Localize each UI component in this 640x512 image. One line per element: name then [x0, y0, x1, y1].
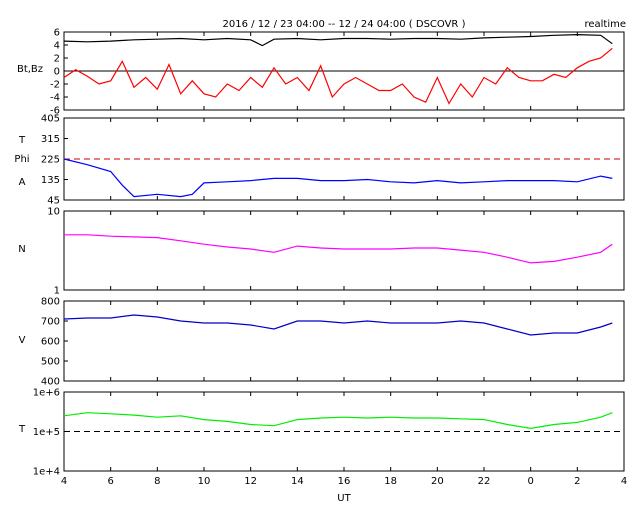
y-axis-label: T — [18, 135, 26, 146]
x-tick-label: 6 — [107, 476, 113, 487]
x-tick-label: 18 — [384, 476, 397, 487]
y-tick-label: 135 — [41, 175, 60, 186]
y-axis-label: A — [19, 177, 26, 188]
y-tick-label: 700 — [41, 317, 60, 328]
panel-frame — [63, 210, 625, 291]
y-tick-label: 1 — [54, 286, 60, 297]
y-tick-label: 6 — [54, 28, 60, 39]
y-tick-label: -4 — [50, 93, 60, 104]
x-tick-label: 2 — [574, 476, 580, 487]
panel-frame — [63, 300, 625, 382]
series-bz — [63, 47, 613, 105]
chart-title: 2016 / 12 / 23 04:00 -- 12 / 24 04:00 ( … — [223, 19, 466, 30]
panel-density: 10 1 N — [18, 207, 625, 297]
x-axis-label: UT — [337, 493, 351, 504]
x-tick-label: 4 — [61, 476, 67, 487]
y-tick-label: 10 — [47, 207, 60, 218]
y-tick-label: -2 — [50, 80, 60, 91]
x-tick-label: 10 — [198, 476, 211, 487]
y-axis-label: V — [19, 335, 26, 346]
y-tick-label: 225 — [41, 155, 60, 166]
y-tick-label: 4 — [54, 41, 60, 52]
x-tick-label: 12 — [244, 476, 257, 487]
y-tick-label: 1e+5 — [33, 427, 60, 438]
y-tick-label: 0 — [54, 67, 60, 78]
y-tick-label: 405 — [41, 114, 60, 125]
y-tick-label: 2 — [54, 54, 60, 65]
series-density — [64, 234, 613, 264]
x-tick-label: 22 — [478, 476, 491, 487]
y-tick-label: -6 — [50, 106, 60, 117]
series-speed — [63, 314, 613, 336]
chart-panels: 6420-2-4-6Bt,Bz40531522513545TPhiA101N80… — [14, 28, 627, 488]
x-tick-label: 20 — [431, 476, 444, 487]
x-tick-label: 8 — [154, 476, 160, 487]
x-tick-label: 14 — [291, 476, 304, 487]
x-tick-label: 0 — [527, 476, 533, 487]
y-tick-label: 45 — [47, 196, 60, 207]
panel-temperature: 1e+61e+51e+44 6 8 10 12 14 16 18 20 22 0 2 4T — [18, 388, 627, 488]
y-axis-label: T — [18, 424, 26, 435]
series-phi — [63, 158, 613, 198]
panel-phi: 405 315 225 135 45 T Phi A — [14, 114, 625, 207]
y-tick-label: 1e+6 — [33, 388, 60, 399]
realtime-label: realtime — [584, 19, 626, 30]
panel-bt_bz: 6 4 2 0 -2 -4 -6 Bt,Bz — [17, 28, 625, 117]
y-tick-label: 1e+4 — [33, 467, 60, 478]
x-tick-label: 16 — [338, 476, 351, 487]
series-temperature — [63, 412, 613, 430]
y-tick-label: 800 — [41, 297, 60, 308]
series-bt — [63, 33, 613, 47]
y-axis-label: Phi — [14, 154, 29, 165]
y-tick-label: 500 — [41, 357, 60, 368]
y-tick-label: 400 — [41, 377, 60, 388]
y-tick-label: 315 — [41, 134, 60, 145]
x-tick-label: 4 — [621, 476, 627, 487]
panel-speed: 800 700 600 500 400 V — [19, 297, 625, 388]
y-axis-label: Bt,Bz — [17, 64, 43, 75]
y-tick-label: 600 — [41, 337, 60, 348]
y-axis-label: N — [18, 244, 25, 255]
